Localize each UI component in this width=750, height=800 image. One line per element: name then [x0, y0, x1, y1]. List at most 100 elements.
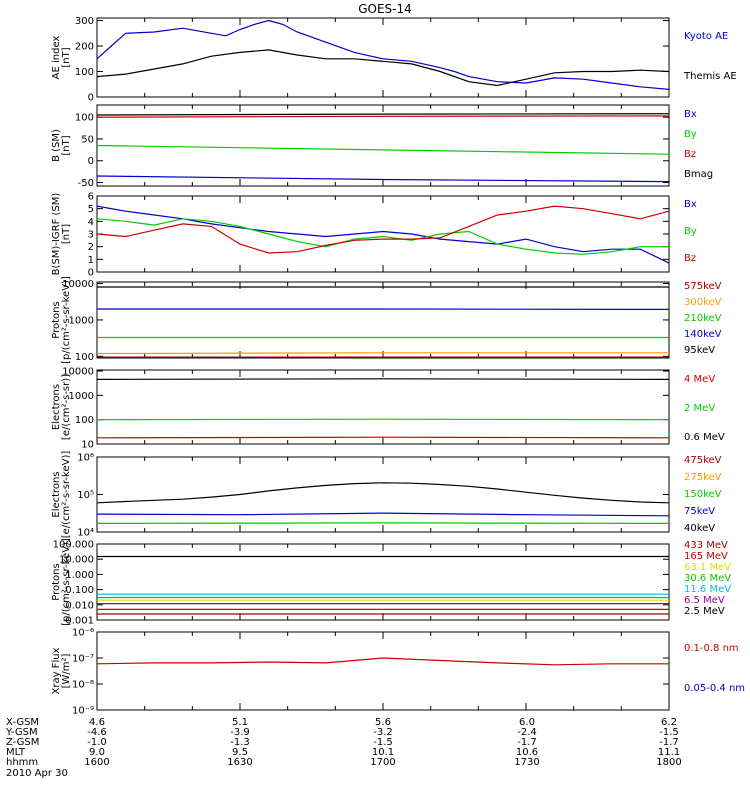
ephemeris-value: 9.0: [89, 747, 105, 758]
legend-kyoto-ae: Kyoto AE: [684, 31, 728, 42]
ephemeris-value: 6.2: [661, 717, 677, 728]
ephemeris-value: -1.7: [659, 737, 679, 748]
y-tick-label: 4: [88, 217, 94, 228]
y-axis-label: Xray Flux: [51, 647, 62, 694]
y-tick-label: 1.000: [65, 570, 94, 581]
ephemeris-value: -1.5: [659, 727, 679, 738]
y-tick-label: 50: [81, 134, 94, 145]
y-axis-label: Electrons: [51, 384, 62, 430]
series-line-40kev: [96, 482, 670, 504]
legend-by: By: [684, 129, 697, 140]
legend-75kev: 75keV: [684, 506, 715, 517]
y-tick-label: 10⁻⁶: [72, 628, 94, 639]
y-axis-label: [p/(cm²-s-sr-keV)]: [61, 276, 72, 364]
y-axis-label: AE index: [51, 36, 62, 80]
ephemeris-label-y-gsm: Y-GSM: [5, 727, 38, 738]
y-tick-label: 10000: [62, 279, 94, 290]
series-line-by: [96, 218, 669, 255]
series-line-0-1-0-8-nm: [96, 657, 669, 666]
y-tick-label: 0: [88, 268, 94, 279]
panel-ae: 0 100 200 300 AE index [nT] Kyoto AE Themis AE: [51, 16, 737, 103]
legend-4-mev: 4 MeV: [684, 374, 715, 385]
y-axis-label: B(SM)-IGRF (SM): [51, 193, 62, 276]
legend-95kev: 95keV: [684, 345, 715, 356]
y-tick-label: 1000: [69, 391, 94, 402]
y-tick-label: 100.000: [53, 540, 94, 551]
date-label: 2010 Apr 30: [6, 768, 68, 779]
legend-2-5-mev: 2.5 MeV: [684, 606, 725, 617]
panel-frame: [96, 543, 670, 621]
legend-bx: Bx: [684, 199, 697, 210]
ephemeris-value: 1600: [84, 757, 109, 768]
ephemeris-label-hhmm: hhmm: [6, 757, 38, 768]
legend-bz: Bz: [684, 253, 696, 264]
legend-30-6-mev: 30.6 MeV: [684, 573, 731, 584]
y-axis-label: [e/(cm²-s-sr-keV)]: [61, 451, 72, 539]
legend-0-1-0-8-nm: 0.1-0.8 nm: [684, 643, 739, 654]
series-line-150kev: [96, 522, 670, 525]
panel-protons_mev: 0.001 0.010 0.100 1.000 10.000 100.000 Protons…: [51, 538, 731, 626]
legend-bx: Bx: [684, 109, 697, 120]
y-tick-label: 10⁶: [77, 453, 94, 464]
y-axis-label: Electrons: [51, 471, 62, 517]
y-axis-label: [W/m²]: [61, 653, 72, 688]
legend-210kev: 210keV: [684, 313, 722, 324]
y-axis-label: [e/(cm²-s-sr)]: [61, 374, 72, 440]
legend-300kev: 300keV: [684, 297, 722, 308]
ephemeris-value: -1.5: [373, 737, 393, 748]
y-tick-label: 300: [75, 16, 94, 27]
y-tick-label: 100: [75, 113, 94, 124]
series-line-bx: [96, 205, 670, 264]
series-line-by: [96, 144, 670, 155]
legend-150kev: 150keV: [684, 489, 722, 500]
y-axis-label: [nT]: [61, 47, 72, 67]
y-tick-label: 6: [88, 192, 94, 203]
y-tick-label: 1: [88, 255, 94, 266]
ephemeris-value: -3.2: [373, 727, 393, 738]
y-axis-label: Protons: [51, 301, 62, 338]
ephemeris-value: -1.0: [87, 737, 107, 748]
series-line-0-6-mev: [96, 378, 670, 380]
legend-2-mev: 2 MeV: [684, 403, 715, 414]
y-axis-label: B (SM): [51, 129, 62, 162]
y-tick-label: 10⁵: [77, 490, 94, 501]
y-tick-label: 100: [75, 67, 94, 78]
legend-40kev: 40keV: [684, 523, 715, 534]
y-axis-label: [nT]: [61, 224, 72, 244]
series-line-4-mev: [96, 436, 670, 439]
y-tick-label: 10.000: [59, 555, 94, 566]
y-tick-label: 2: [88, 242, 94, 253]
ephemeris-value: 1800: [656, 757, 681, 768]
panel-frame: [96, 195, 670, 273]
y-tick-label: 10: [81, 440, 94, 451]
ephemeris-value: -2.4: [517, 727, 537, 738]
y-tick-label: 100: [75, 352, 94, 363]
y-tick-label: 10⁴: [77, 528, 94, 539]
panel-frame: [96, 369, 670, 445]
ephemeris-value: 10.6: [516, 747, 538, 758]
ephemeris-value: -4.6: [87, 727, 107, 738]
legend-433-mev: 433 MeV: [684, 540, 728, 551]
series-line-bz: [96, 115, 670, 118]
ephemeris-label-z-gsm: Z-GSM: [6, 737, 39, 748]
y-axis-label: [nT]: [61, 135, 72, 155]
legend-140kev: 140keV: [684, 329, 722, 340]
y-tick-label: 0: [88, 93, 94, 104]
ephemeris-value: -1.3: [230, 737, 250, 748]
panel-xray: 10⁻⁹ 10⁻⁸ 10⁻⁷ 10⁻⁶ Xray Flux [W/m²] 0.1-0.8 n…: [51, 628, 745, 717]
y-tick-label: 10000: [62, 367, 94, 378]
ephemeris-value: 5.1: [232, 717, 248, 728]
ephemeris-value: 11.1: [658, 747, 680, 758]
ephemeris-value: -1.7: [517, 737, 537, 748]
ephemeris-value: 6.0: [519, 717, 535, 728]
y-axis-label: [p/(cm²-s-sr-keV)]: [61, 538, 72, 626]
legend-0-05-0-4-nm: 0.05-0.4 nm: [684, 683, 745, 694]
series-line-300kev: [96, 352, 669, 355]
series-line-bz: [96, 205, 670, 254]
ephemeris-value: 1700: [370, 757, 395, 768]
y-tick-label: 1000: [69, 315, 94, 326]
legend-bz: Bz: [684, 149, 696, 160]
